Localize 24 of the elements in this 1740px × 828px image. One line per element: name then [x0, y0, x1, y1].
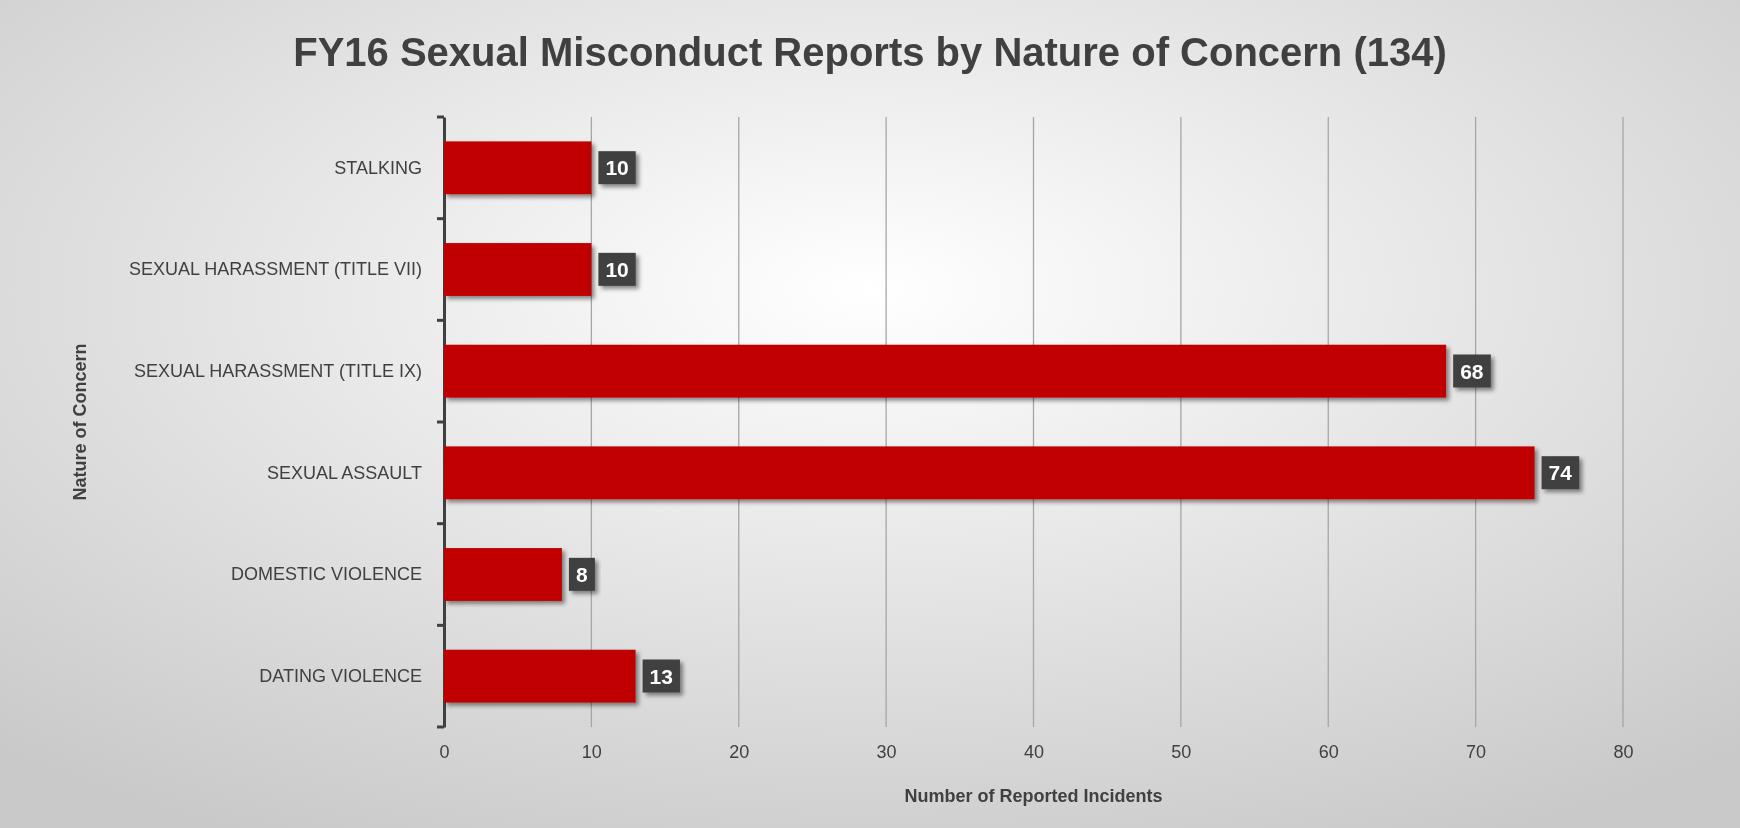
x-tick-label: 70 [1466, 741, 1487, 762]
data-label: 10 [605, 257, 629, 281]
data-label: 8 [575, 562, 588, 586]
y-tick-label: STALKING [334, 157, 422, 178]
y-axis-title: Nature of Concern [70, 343, 90, 501]
y-tick-label: DATING VIOLENCE [259, 665, 422, 686]
x-tick-label: 40 [1023, 741, 1045, 762]
x-tick-label: 60 [1318, 741, 1339, 762]
x-tick-label: 0 [439, 741, 450, 762]
y-tick-label: DOMESTIC VIOLENCE [230, 564, 422, 585]
x-tick-label: 30 [876, 741, 897, 762]
x-tick-label: 10 [581, 741, 602, 762]
y-tick-label: SEXUAL ASSAULT [266, 462, 422, 483]
chart-title: FY16 Sexual Misconduct Reports by Nature of Concern (134) [293, 30, 1447, 74]
x-axis-title: Number of Reported Incidents [904, 786, 1163, 806]
data-label: 74 [1548, 461, 1573, 485]
data-label: 10 [605, 156, 629, 180]
y-tick-label: SEXUAL HARASSMENT (TITLE IX) [133, 360, 422, 381]
x-tick-label: 50 [1171, 741, 1192, 762]
data-label: 13 [649, 664, 673, 688]
y-tick-label: SEXUAL HARASSMENT (TITLE VII) [128, 259, 422, 280]
x-tick-label: 20 [729, 741, 750, 762]
x-tick-label: 80 [1613, 741, 1634, 762]
data-label: 68 [1460, 359, 1484, 383]
